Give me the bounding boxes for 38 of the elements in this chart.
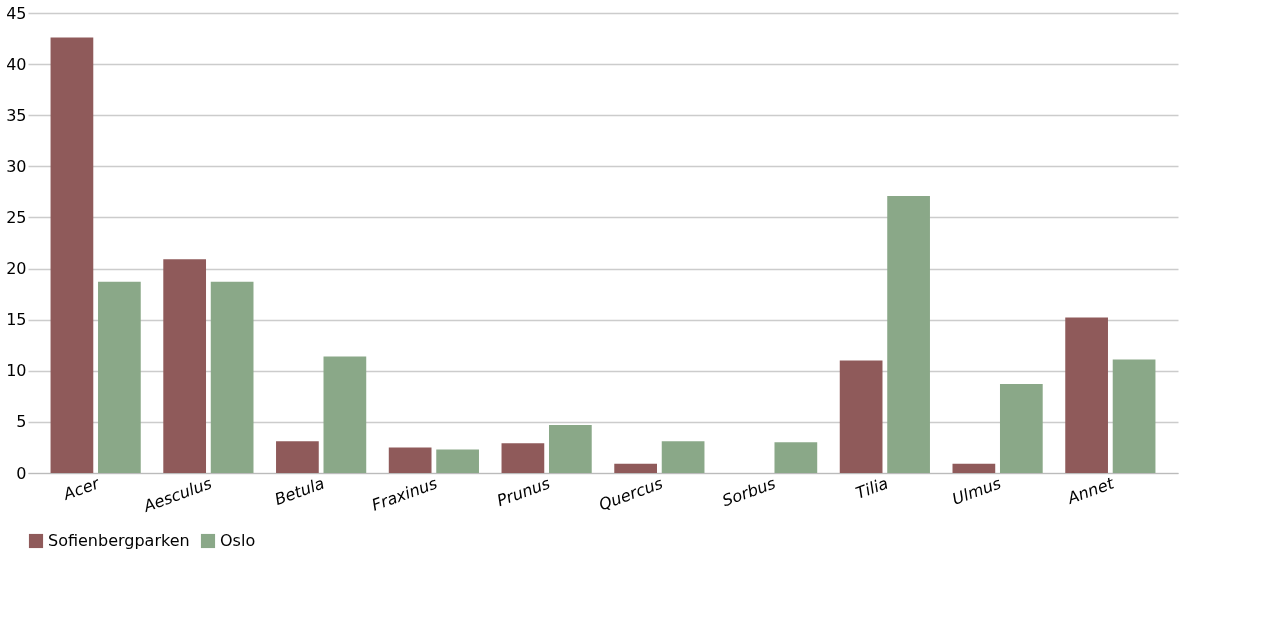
y-tick-label: 35 — [6, 105, 27, 125]
bar — [839, 360, 883, 473]
y-tick-label: 40 — [6, 54, 27, 74]
x-tick-label: Sorbus — [719, 473, 778, 511]
x-tick-label: Prunus — [494, 473, 553, 511]
y-tick-label: 10 — [6, 361, 27, 381]
x-tick-label: Annet — [1064, 473, 1117, 509]
bar — [1065, 317, 1108, 473]
x-tick-label: Betula — [272, 473, 327, 510]
x-tick-label: Ulmus — [949, 473, 1004, 509]
x-tick-label: Tilia — [853, 473, 891, 503]
bar — [323, 356, 367, 473]
y-tick-label: 25 — [6, 207, 27, 227]
bar — [661, 441, 705, 473]
y-tick-label: 30 — [6, 156, 27, 176]
bar — [999, 384, 1043, 473]
bar — [276, 441, 319, 473]
bar — [388, 447, 432, 473]
legend-label: Oslo — [220, 531, 256, 550]
bar — [774, 442, 818, 473]
y-tick-label: 15 — [6, 310, 27, 330]
bar — [50, 37, 94, 473]
bar — [98, 281, 141, 473]
y-tick-label: 0 — [16, 463, 27, 483]
legend-label: Sofienbergparken — [48, 531, 190, 550]
y-tick-label: 5 — [16, 412, 27, 432]
x-tick-label: Acer — [60, 473, 103, 505]
bar — [1112, 359, 1156, 473]
bar — [501, 443, 545, 473]
bar — [952, 463, 996, 473]
y-tick-label: 45 — [6, 3, 27, 23]
y-tick-label: 20 — [6, 259, 27, 279]
bar — [614, 463, 657, 473]
bar — [210, 281, 254, 473]
bar — [163, 259, 207, 473]
bar — [887, 195, 930, 473]
bar — [549, 424, 592, 473]
bar — [436, 449, 479, 473]
